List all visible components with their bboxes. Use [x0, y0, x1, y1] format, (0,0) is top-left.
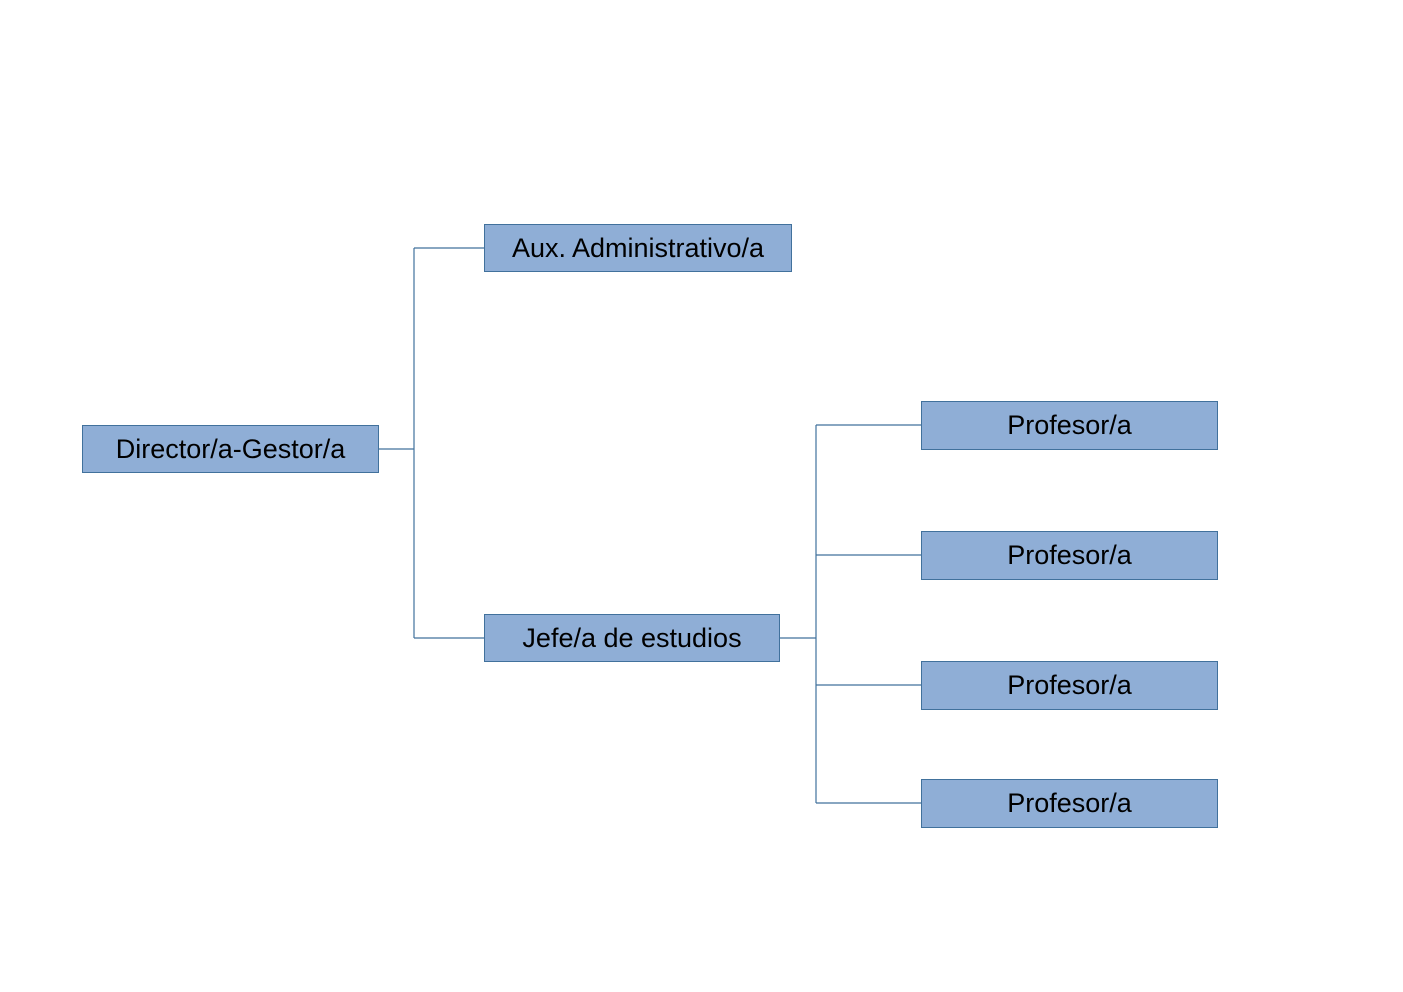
node-director-gestor: Director/a-Gestor/a	[82, 425, 379, 473]
node-profesor-4: Profesor/a	[921, 779, 1218, 828]
node-profesor-1: Profesor/a	[921, 401, 1218, 450]
node-jefe-de-estudios: Jefe/a de estudios	[484, 614, 780, 662]
node-profesor-3: Profesor/a	[921, 661, 1218, 710]
node-aux-administrativo: Aux. Administrativo/a	[484, 224, 792, 272]
node-profesor-2: Profesor/a	[921, 531, 1218, 580]
